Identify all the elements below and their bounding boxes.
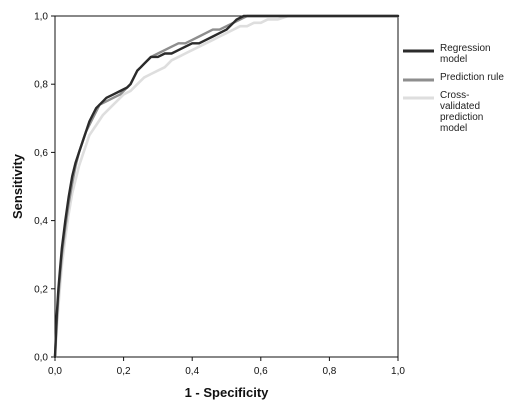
series-lines: [53, 14, 400, 359]
plot-area-border: [54, 15, 399, 358]
x-tick-label: 0,8: [322, 366, 336, 377]
legend-label: Prediction rule: [440, 72, 504, 83]
y-tick-label: 0,6: [34, 148, 48, 159]
x-axis-title: 1 - Specificity: [185, 385, 270, 400]
legend: Regression model Prediction rule Cross-vali…: [403, 43, 504, 134]
plot-frame: [54, 15, 399, 358]
y-tick-label: 0,2: [34, 284, 48, 295]
x-tick-label: 0,2: [117, 366, 131, 377]
legend-label: Cross-validated prediction model: [440, 90, 483, 134]
y-tick-label: 1,0: [34, 12, 48, 23]
series-line-2: [53, 14, 400, 359]
y-axis-title: Sensitivity: [10, 153, 25, 219]
y-tick-label: 0,4: [34, 216, 48, 227]
series-line-1: [53, 14, 400, 359]
x-tick-label: 1,0: [391, 366, 405, 377]
x-tick-label: 0,0: [48, 366, 62, 377]
series-line-3: [53, 14, 400, 359]
x-tick-label: 0,4: [185, 366, 199, 377]
x-axis-ticks: 0,0 0,2 0,4 0,6 0,8 1,0: [48, 357, 405, 377]
y-axis-ticks: 0,0 0,2 0,4 0,6 0,8 1,0: [34, 12, 55, 364]
legend-label: Regression model: [440, 43, 491, 65]
y-tick-label: 0,0: [34, 353, 48, 364]
y-tick-label: 0,8: [34, 80, 48, 91]
x-tick-label: 0,6: [254, 366, 268, 377]
